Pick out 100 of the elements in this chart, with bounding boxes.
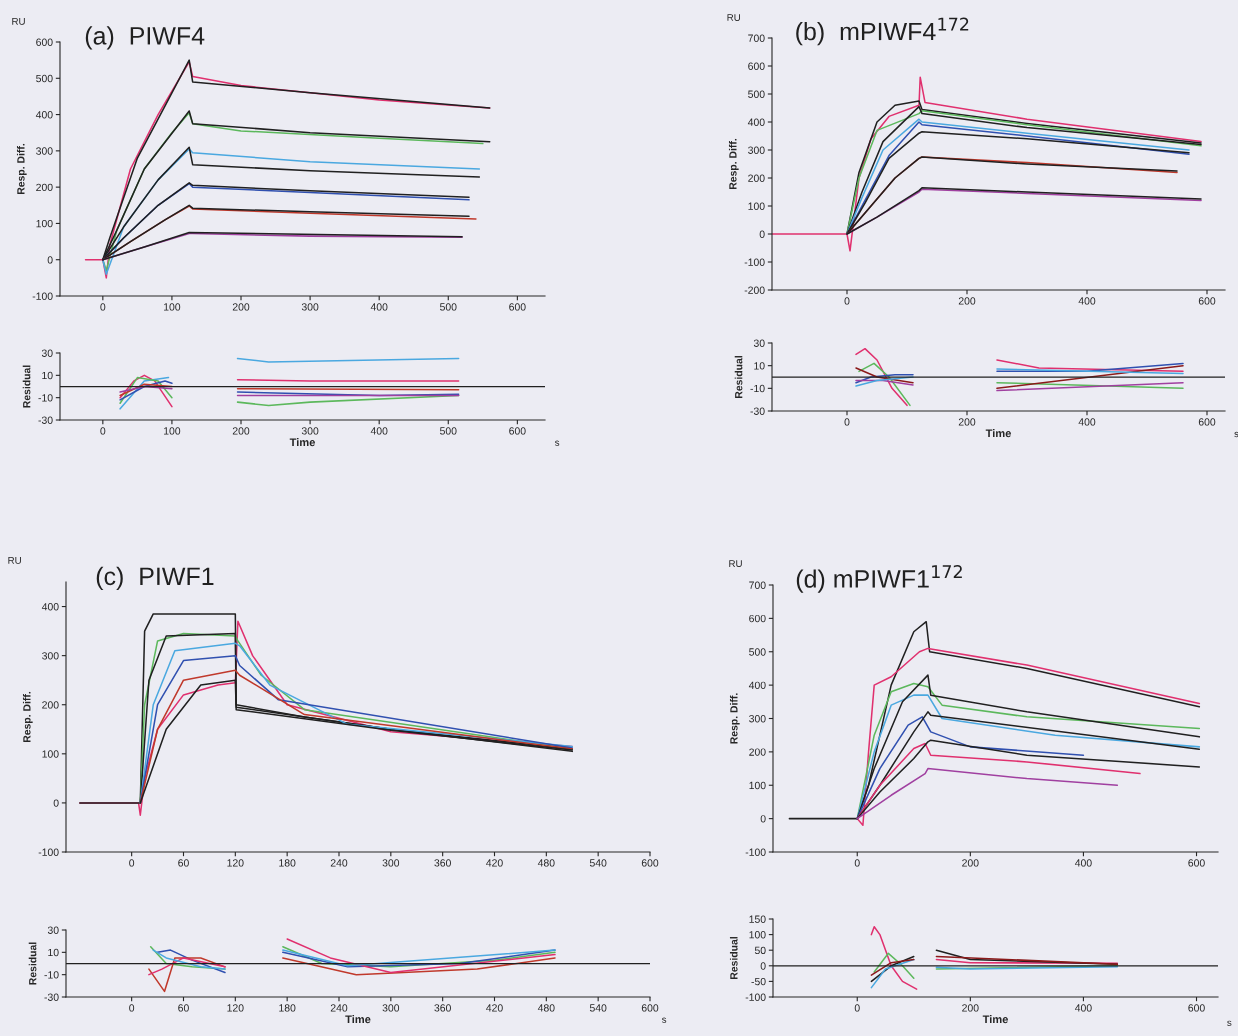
x-tick-label: 200 [958,297,976,305]
x-tick-label: 420 [486,1004,503,1012]
x-tick-label: 540 [589,1004,607,1012]
y-axis-title: Residual [734,356,743,399]
x-tick-label: 480 [537,859,555,867]
y-axis-title: Resp. Diff. [728,138,739,190]
y-tick-label: -100 [38,848,59,856]
y-tick-label: 100 [749,931,766,939]
y-tick-label: 0 [760,815,766,823]
y-axis-title: Residual [729,937,738,980]
y-tick-label: 500 [36,74,53,83]
y-tick-label: 0 [53,799,59,807]
x-tick-label: 200 [232,427,250,435]
y-tick-label: 400 [41,603,59,611]
x-tick-label: 400 [370,303,388,311]
x-tick-label: 360 [434,1004,451,1012]
x-tick-label: 0 [100,427,106,435]
y-axis-title: Residual [28,942,37,985]
x-tick-label: 600 [509,303,526,311]
x-tick-label: 0 [844,418,850,426]
x-tick-label: 60 [178,859,189,867]
x-tick-label: 300 [301,303,319,311]
x-tick-label: 400 [370,427,388,435]
y-tick-label: 600 [748,62,765,70]
x-tick-label: 400 [1074,859,1092,867]
x-axis-title: Time [985,429,1011,438]
x-tick-label: 0 [854,859,860,867]
y-tick-label: 30 [753,339,765,347]
x-tick-label: 180 [279,859,296,867]
y-tick-label: -10 [750,384,765,393]
y-tick-label: 600 [36,38,53,46]
y-tick-label: 400 [747,118,765,126]
y-tick-label: 100 [36,219,53,228]
text: RU [12,18,25,25]
x-tick-label: 240 [330,859,348,867]
x-tick-label: 0 [854,1004,860,1012]
x-tick-label: 0 [129,1004,135,1012]
y-tick-label: 500 [748,90,765,98]
y-tick-label: -200 [744,286,765,294]
text: s [554,440,560,446]
x-tick-label: 480 [537,1004,555,1012]
x-tick-label: 420 [486,859,503,867]
x-tick-label: 360 [434,859,451,867]
x-tick-label: 600 [641,1004,659,1012]
y-tick-label: 300 [749,715,766,723]
text: RU [8,557,21,564]
y-tick-label: 500 [749,648,766,656]
y-tick-label: -30 [750,407,765,415]
x-tick-label: 200 [232,303,250,311]
text: s [1227,1020,1232,1026]
y-tick-label: 200 [36,183,53,192]
y-tick-label: 400 [35,111,53,119]
x-tick-label: 600 [1188,1004,1205,1012]
y-tick-label: 100 [749,781,766,790]
y-tick-label: 200 [749,748,766,756]
x-tick-label: 400 [1074,1004,1092,1012]
y-tick-label: -100 [32,292,53,300]
y-tick-label: 0 [47,256,53,264]
text: s [661,1017,667,1023]
x-axis-title: Time [982,1015,1008,1024]
x-tick-label: 100 [164,303,181,311]
x-tick-label: 300 [382,859,400,867]
y-tick-label: 300 [748,146,765,154]
y-tick-label: 300 [42,652,59,660]
x-tick-label: 600 [509,427,526,435]
x-tick-label: 200 [962,859,979,867]
y-axis-title: Residual [22,365,31,408]
y-tick-label: -50 [751,977,766,986]
y-axis-title: Resp. Diff. [729,693,740,744]
y-tick-label: 0 [759,230,765,238]
text: s [1234,431,1238,438]
x-tick-label: 400 [1078,418,1096,426]
x-tick-label: 600 [1198,418,1216,426]
x-tick-label: 600 [1198,297,1216,305]
x-tick-label: 540 [589,859,607,867]
x-tick-label: 200 [962,1004,979,1012]
y-tick-label: 50 [754,946,766,955]
chart-title: (c) PIWF1 [96,566,214,591]
x-tick-label: 0 [844,297,850,305]
y-tick-label: 200 [42,701,59,709]
y-tick-label: -30 [38,416,53,424]
chart-title: (a) PIWF4 [85,26,205,50]
y-tick-label: 30 [47,926,59,934]
y-tick-label: 10 [754,362,765,370]
y-tick-label: -100 [745,848,766,856]
y-tick-label: 200 [748,174,765,182]
x-tick-label: 400 [1078,297,1096,305]
y-tick-label: 10 [42,371,53,380]
y-tick-label: 100 [748,202,765,210]
x-tick-label: 300 [301,427,319,435]
x-tick-label: 600 [1188,859,1205,867]
y-tick-label: -100 [744,258,765,266]
y-tick-label: -30 [44,993,59,1001]
chart-title: (d) mPIWF1$^{172}$ [796,565,962,593]
y-tick-label: -10 [38,394,53,402]
x-tick-label: 300 [382,1004,400,1012]
x-tick-label: 60 [178,1004,189,1012]
y-tick-label: 400 [748,681,766,689]
x-tick-label: 120 [227,1004,244,1012]
y-tick-label: 700 [749,581,766,589]
